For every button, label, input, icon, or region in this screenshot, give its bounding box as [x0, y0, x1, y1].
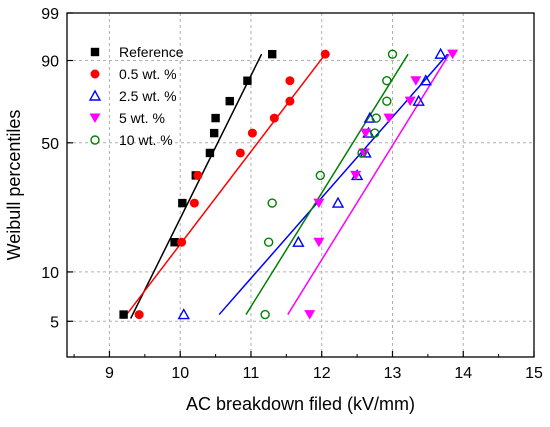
data-point-series-3	[292, 235, 305, 247]
x-tick-label: 13	[384, 365, 402, 382]
data-point-series-4	[350, 170, 362, 181]
data-point-series-1	[170, 238, 179, 247]
data-point-series-5	[371, 113, 381, 123]
fit-line-series-1	[130, 53, 263, 319]
data-point-series-2	[235, 148, 245, 158]
data-point-series-2	[285, 96, 295, 106]
y-tick-label: 90	[41, 54, 59, 71]
data-point-series-4	[410, 76, 422, 86]
x-tick-label: 15	[525, 365, 543, 382]
data-point-series-3	[177, 308, 190, 320]
data-point-series-1	[225, 96, 234, 106]
ticks-layer: 9 10 11 12 13 14 15 5 10 50 90 99	[41, 6, 543, 382]
data-point-series-4	[358, 148, 370, 158]
data-points-layer	[119, 47, 459, 320]
data-point-series-4	[404, 96, 416, 107]
x-tick-label: 10	[171, 365, 189, 382]
data-point-series-4	[304, 310, 316, 320]
data-point-series-5	[357, 148, 367, 158]
data-point-series-1	[209, 128, 219, 138]
data-point-series-1	[243, 76, 252, 85]
data-point-series-3	[419, 74, 432, 86]
data-point-series-3	[412, 94, 425, 106]
legend-marker-series-1	[90, 47, 100, 57]
data-point-series-5	[260, 309, 270, 320]
plot-frame	[66, 12, 535, 358]
data-point-series-2	[193, 170, 203, 180]
y-tick-label: 5	[50, 314, 59, 331]
data-point-series-2	[320, 49, 330, 59]
data-point-series-2	[269, 113, 279, 123]
legend-marker-series-2	[90, 69, 100, 79]
legend-label-series-2: 0.5 wt. %	[119, 66, 177, 82]
data-point-series-5	[382, 76, 392, 86]
x-tick-label: 11	[243, 365, 260, 382]
legend-marker-series-4	[89, 113, 101, 123]
data-point-series-4	[383, 113, 395, 124]
data-point-series-3	[331, 196, 345, 208]
data-point-series-4	[360, 128, 372, 139]
data-point-series-5	[382, 96, 392, 106]
data-point-series-2	[189, 198, 199, 208]
legend-label-series-1: Reference	[119, 44, 184, 60]
data-point-series-2	[285, 76, 295, 86]
data-point-series-5	[387, 49, 398, 59]
data-point-series-2	[134, 310, 144, 320]
data-point-series-4	[313, 237, 325, 248]
data-point-series-1	[205, 148, 215, 158]
data-point-series-3	[434, 47, 447, 59]
x-axis-title: AC breakdown filed (kV/mm)	[186, 394, 415, 414]
legend-label-series-4: 5 wt. %	[119, 110, 165, 126]
legend-marker-series-5	[90, 135, 100, 145]
legend-label-series-5: 10 wt. %	[119, 132, 173, 148]
y-tick-label: 50	[41, 136, 59, 153]
data-point-series-1	[119, 310, 128, 319]
fit-line-series-5	[245, 53, 409, 315]
fit-line-series-4	[287, 53, 450, 315]
y-tick-label: 99	[41, 6, 59, 23]
y-tick-label: 10	[41, 265, 59, 282]
data-point-series-4	[313, 198, 325, 209]
legend-marker-series-3	[88, 89, 102, 101]
data-point-series-1	[178, 198, 187, 208]
data-point-series-5	[263, 237, 274, 247]
data-point-series-1	[267, 49, 277, 59]
legend: Reference 0.5 wt. % 2.5 wt. % 5 wt. % 10 wt.…	[88, 44, 184, 148]
data-point-series-5	[370, 128, 380, 138]
data-point-series-5	[315, 170, 326, 181]
data-point-series-1	[211, 113, 220, 123]
x-tick-label: 9	[105, 365, 114, 382]
x-tick-label: 14	[454, 365, 472, 382]
data-point-series-4	[447, 49, 459, 60]
data-point-series-5	[267, 198, 277, 208]
legend-label-series-3: 2.5 wt. %	[119, 88, 177, 104]
data-point-series-2	[247, 128, 257, 138]
data-point-series-2	[177, 237, 187, 247]
x-tick-label: 12	[313, 365, 331, 382]
y-axis-title: Weibull percentiles	[4, 110, 24, 261]
